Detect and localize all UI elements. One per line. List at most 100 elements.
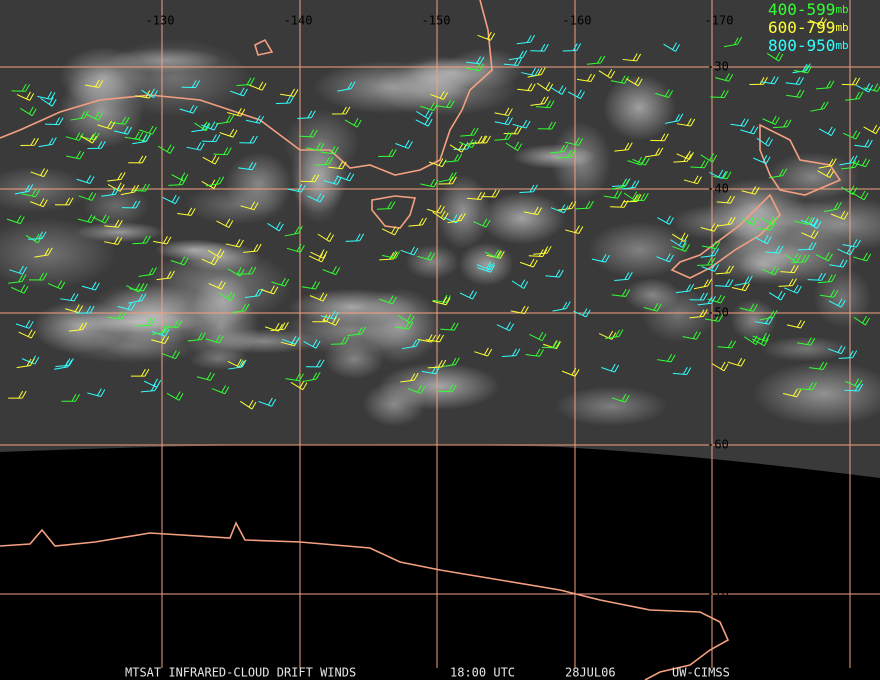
wind-barb: [37, 91, 56, 100]
wind-barb: [541, 340, 561, 349]
wind-barb: [530, 96, 549, 106]
cloud: [323, 338, 385, 380]
wind-barb: [286, 243, 305, 253]
wind-barb: [219, 128, 238, 138]
wind-barb: [402, 339, 421, 350]
wind-barb: [285, 373, 304, 382]
wind-barb: [576, 73, 596, 82]
wind-barb: [238, 162, 257, 171]
wind-barb: [672, 242, 690, 252]
wind-barb: [415, 117, 433, 127]
wind-barb: [303, 339, 321, 349]
wind-barb: [761, 266, 780, 276]
wind-barb: [239, 135, 258, 144]
wind-barb: [181, 80, 201, 89]
legend-unit: mb: [835, 39, 848, 52]
wind-barb: [623, 191, 641, 202]
wind-barb: [68, 322, 88, 332]
wind-barb: [138, 267, 157, 277]
wind-barb: [65, 304, 84, 314]
coastlines: [0, 0, 842, 680]
wind-barb: [301, 281, 321, 290]
wind-barb: [140, 383, 160, 393]
latitude-label: -60: [707, 438, 729, 452]
wind-barb: [459, 290, 477, 300]
wind-barb: [754, 234, 772, 245]
wind-barb: [151, 327, 170, 337]
wind-barb: [819, 289, 839, 298]
wind-barb: [484, 249, 503, 259]
wind-barb: [141, 88, 158, 98]
wind-barb: [784, 284, 802, 294]
wind-barb: [800, 216, 819, 226]
wind-barb: [682, 331, 701, 340]
wind-barb: [689, 292, 708, 301]
wind-barb: [827, 345, 846, 355]
wind-barb: [378, 149, 397, 157]
wind-barb: [331, 106, 351, 115]
wind-barb: [113, 126, 133, 135]
wind-barb: [177, 207, 196, 216]
wind-barb: [153, 235, 172, 245]
cloud: [435, 174, 491, 249]
wind-barb: [780, 265, 799, 274]
wind-barb: [287, 184, 306, 193]
wind-barb: [201, 134, 221, 143]
wind-barb: [211, 385, 230, 395]
wind-barb: [529, 331, 547, 342]
wind-barb: [347, 326, 366, 336]
wind-barb: [407, 384, 426, 394]
wind-barb: [807, 272, 827, 281]
wind-barb: [53, 359, 73, 370]
wind-barb: [432, 210, 449, 221]
wind-barb: [20, 106, 37, 117]
wind-barb: [436, 100, 455, 109]
wind-barb: [200, 121, 219, 131]
wind-barb: [320, 146, 339, 155]
cloud: [405, 244, 460, 280]
wind-barb: [466, 191, 486, 200]
wind-barb: [627, 156, 646, 166]
cloud: [458, 242, 514, 286]
cloud: [587, 221, 692, 279]
wind-barb: [508, 50, 528, 61]
wind-barb: [818, 158, 837, 169]
wind-barb: [202, 155, 220, 165]
cloud: [74, 221, 165, 243]
wind-barb: [300, 174, 320, 183]
wind-barb: [87, 388, 106, 397]
wind-barb: [556, 150, 576, 159]
wind-barb: [151, 335, 170, 344]
wind-barb: [156, 270, 175, 281]
wind-barb: [839, 155, 858, 166]
longitude-label: -150: [422, 14, 451, 28]
wind-barb: [816, 80, 835, 90]
wind-barb: [466, 56, 485, 65]
wind-barb: [297, 110, 316, 120]
wind-barb: [753, 155, 771, 165]
wind-barb: [610, 179, 630, 190]
wind-barb: [317, 232, 335, 243]
wind-barb: [101, 187, 120, 197]
wind-barb: [700, 248, 720, 258]
wind-barb: [643, 302, 662, 312]
wind-barb: [104, 219, 123, 228]
wind-barb: [519, 184, 538, 194]
wind-barb: [131, 183, 150, 192]
wind-barb: [711, 361, 729, 372]
footer-text: 28JUL06: [565, 666, 616, 680]
wind-barb: [322, 266, 341, 276]
wind-barb: [621, 180, 640, 190]
wind-barb: [400, 372, 419, 383]
wind-barb: [447, 213, 466, 224]
wind-barb: [676, 118, 696, 127]
footer-text: 18:00 UTC: [450, 666, 515, 680]
wind-barb: [503, 126, 523, 135]
wind-barb: [15, 319, 34, 329]
wind-barb: [622, 53, 642, 62]
wind-barb: [398, 313, 415, 324]
wind-barb: [213, 147, 232, 156]
wind-barb: [85, 111, 103, 121]
wind-barb: [20, 137, 39, 147]
wind-barb: [236, 77, 255, 87]
